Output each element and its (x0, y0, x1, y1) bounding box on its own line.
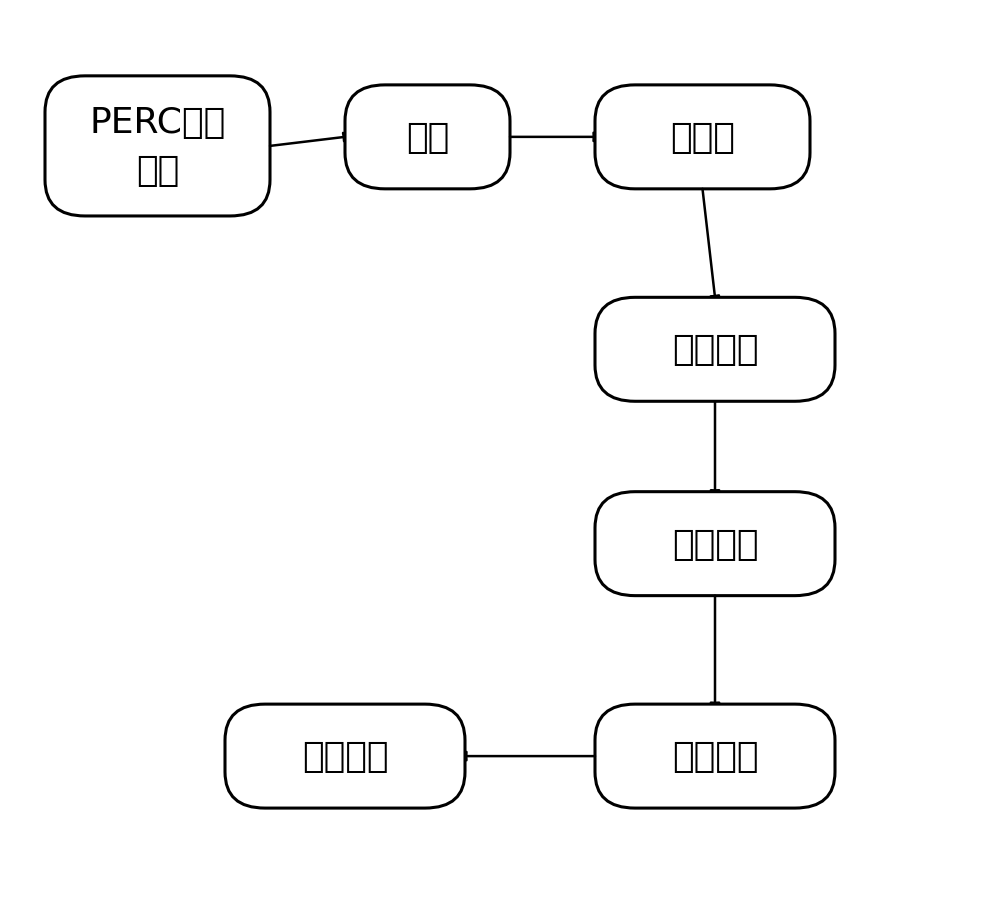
Text: 激光开孔: 激光开孔 (672, 527, 758, 561)
Text: 刻蚀: 刻蚀 (406, 121, 449, 154)
FancyBboxPatch shape (595, 298, 835, 402)
FancyBboxPatch shape (345, 86, 510, 190)
FancyBboxPatch shape (595, 86, 810, 190)
Text: 背钝化: 背钝化 (670, 121, 735, 154)
FancyBboxPatch shape (45, 77, 270, 217)
Text: PERC返工
电池: PERC返工 电池 (89, 106, 226, 188)
FancyBboxPatch shape (225, 704, 465, 808)
Text: 测试包装: 测试包装 (302, 740, 388, 773)
Text: 丝网印刷: 丝网印刷 (672, 740, 758, 773)
Text: 正面镀膜: 正面镀膜 (672, 333, 758, 367)
FancyBboxPatch shape (595, 704, 835, 808)
FancyBboxPatch shape (595, 492, 835, 596)
